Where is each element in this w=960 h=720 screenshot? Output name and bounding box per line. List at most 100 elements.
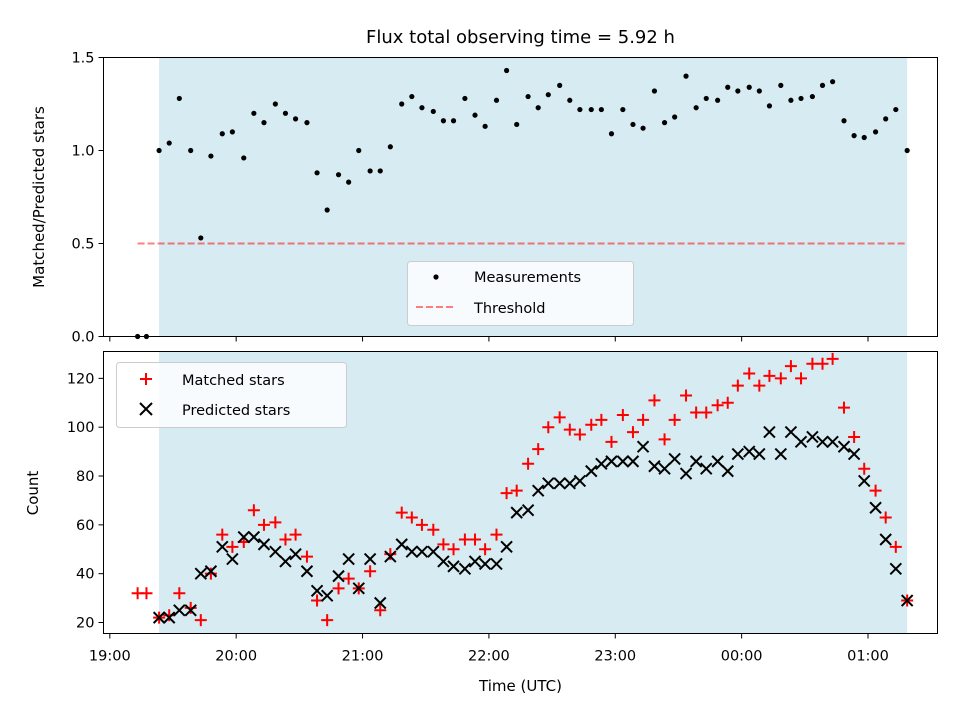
- predicted-star-point: [679, 467, 693, 480]
- matched-star-point: [889, 540, 902, 553]
- matched-star-point: [869, 484, 882, 497]
- matched-star-point: [479, 543, 492, 556]
- measurement-point: [346, 179, 352, 185]
- measurement-point: [314, 170, 320, 176]
- predicted-star-point: [269, 545, 282, 558]
- measurement-point: [525, 93, 531, 100]
- legend-threshold-label: Threshold: [473, 301, 545, 317]
- predicted-star-point: [279, 555, 292, 568]
- top-y-axis-label: Matched/Predicted stars: [30, 106, 48, 288]
- predicted-star-point: [332, 569, 345, 583]
- bottom-panel: 20 40 60 80 100 120 19:00 20:00 21:00 22:00 23:00…: [24, 351, 938, 695]
- matched-star-point: [616, 408, 629, 421]
- predicted-star-point: [573, 474, 587, 488]
- measurement-point: [335, 172, 342, 178]
- measurement-point: [229, 129, 235, 135]
- measurement-point: [387, 144, 393, 150]
- measurement-point: [683, 73, 689, 79]
- matched-star-point: [795, 372, 808, 385]
- predicted-star-point: [816, 435, 829, 449]
- measurement-point: [156, 147, 162, 154]
- measurement-point: [472, 112, 478, 118]
- matched-star-point: [637, 413, 650, 426]
- legend-predicted-label: Predicted stars: [182, 403, 290, 419]
- matched-star-point: [269, 516, 282, 529]
- predicted-star-point: [689, 455, 703, 468]
- measurement-point: [399, 101, 405, 107]
- measurement-point: [430, 108, 436, 115]
- measurement-point: [292, 116, 299, 122]
- bottom-y-tick-label: 20: [76, 616, 94, 632]
- measurement-point: [778, 82, 784, 88]
- measurement-point: [588, 106, 594, 113]
- measurement-point: [514, 121, 520, 128]
- matched-star-point: [743, 367, 756, 380]
- predicted-star-point: [194, 567, 208, 580]
- predicted-star-point: [900, 594, 914, 607]
- matched-star-point: [173, 587, 186, 600]
- matched-star-point: [140, 587, 153, 600]
- top-legend: Measurements Threshold: [407, 261, 634, 326]
- top-panel: 0.0 0.5 1.0 1.5 Flux total observing time =…: [30, 27, 938, 346]
- measurement-point: [693, 105, 699, 111]
- measurement-point: [219, 131, 225, 137]
- measurement-point: [904, 147, 910, 154]
- predicted-star-point: [605, 455, 618, 468]
- matched-star-point: [342, 572, 355, 585]
- predicted-star-point: [531, 484, 545, 497]
- matched-star-point: [553, 411, 566, 424]
- predicted-star-point: [300, 565, 314, 578]
- measurement-point: [577, 106, 583, 113]
- measurement-point: [735, 88, 741, 94]
- measurement-point: [450, 118, 457, 124]
- predicted-star-point: [363, 552, 377, 566]
- predicted-star-point: [310, 584, 324, 597]
- matched-star-point: [522, 457, 535, 470]
- matched-star-point: [753, 379, 766, 392]
- bottom-x-tick-label: 20:00: [215, 649, 257, 665]
- matched-star-point: [500, 487, 513, 500]
- measurement-point: [725, 84, 731, 90]
- bottom-y-ticks: 20 40 60 80 100 120: [67, 371, 104, 632]
- matched-star-point: [542, 421, 555, 434]
- predicted-star-point: [510, 506, 523, 519]
- matched-star-point: [395, 506, 408, 519]
- measurement-point: [672, 114, 678, 120]
- top-y-ticks: 0.0 0.5 1.0 1.5: [71, 51, 104, 346]
- measurement-point: [640, 125, 646, 131]
- matched-star-point: [585, 418, 598, 431]
- legend-measurements-label: Measurements: [474, 270, 581, 286]
- measurement-point: [788, 97, 794, 103]
- measurement-point: [809, 93, 816, 100]
- measurement-point: [598, 106, 604, 113]
- matched-star-point: [626, 426, 639, 439]
- top-y-tick-label: 1.0: [71, 144, 94, 160]
- bottom-x-tick-label: 22:00: [468, 649, 510, 665]
- predicted-star-point: [595, 457, 608, 471]
- measurement-point: [703, 95, 709, 102]
- matched-star-point: [858, 462, 871, 475]
- measurement-point: [830, 79, 836, 85]
- top-y-tick-label: 0.0: [71, 330, 94, 346]
- predicted-star-point: [384, 550, 397, 563]
- matched-star-point: [458, 533, 471, 546]
- predicted-star-point: [648, 460, 661, 473]
- predicted-star-point: [247, 530, 261, 544]
- matched-star-point: [216, 528, 229, 541]
- matched-star-point: [289, 528, 302, 541]
- matched-star-point: [731, 379, 744, 392]
- measurement-point: [567, 97, 573, 103]
- predicted-star-point: [478, 557, 492, 571]
- matched-star-point: [700, 406, 713, 419]
- matched-star-point: [563, 423, 576, 436]
- measurement-point: [208, 153, 214, 159]
- measurement-point: [893, 106, 899, 113]
- predicted-star-point: [542, 477, 555, 490]
- top-x-ticks: [109, 336, 869, 342]
- legend-predicted-marker: [139, 402, 153, 416]
- matched-star-point: [427, 523, 440, 536]
- predicted-star-point: [173, 604, 186, 617]
- matched-star-point: [364, 565, 377, 578]
- predicted-star-point: [415, 545, 429, 558]
- measurement-point: [651, 88, 658, 94]
